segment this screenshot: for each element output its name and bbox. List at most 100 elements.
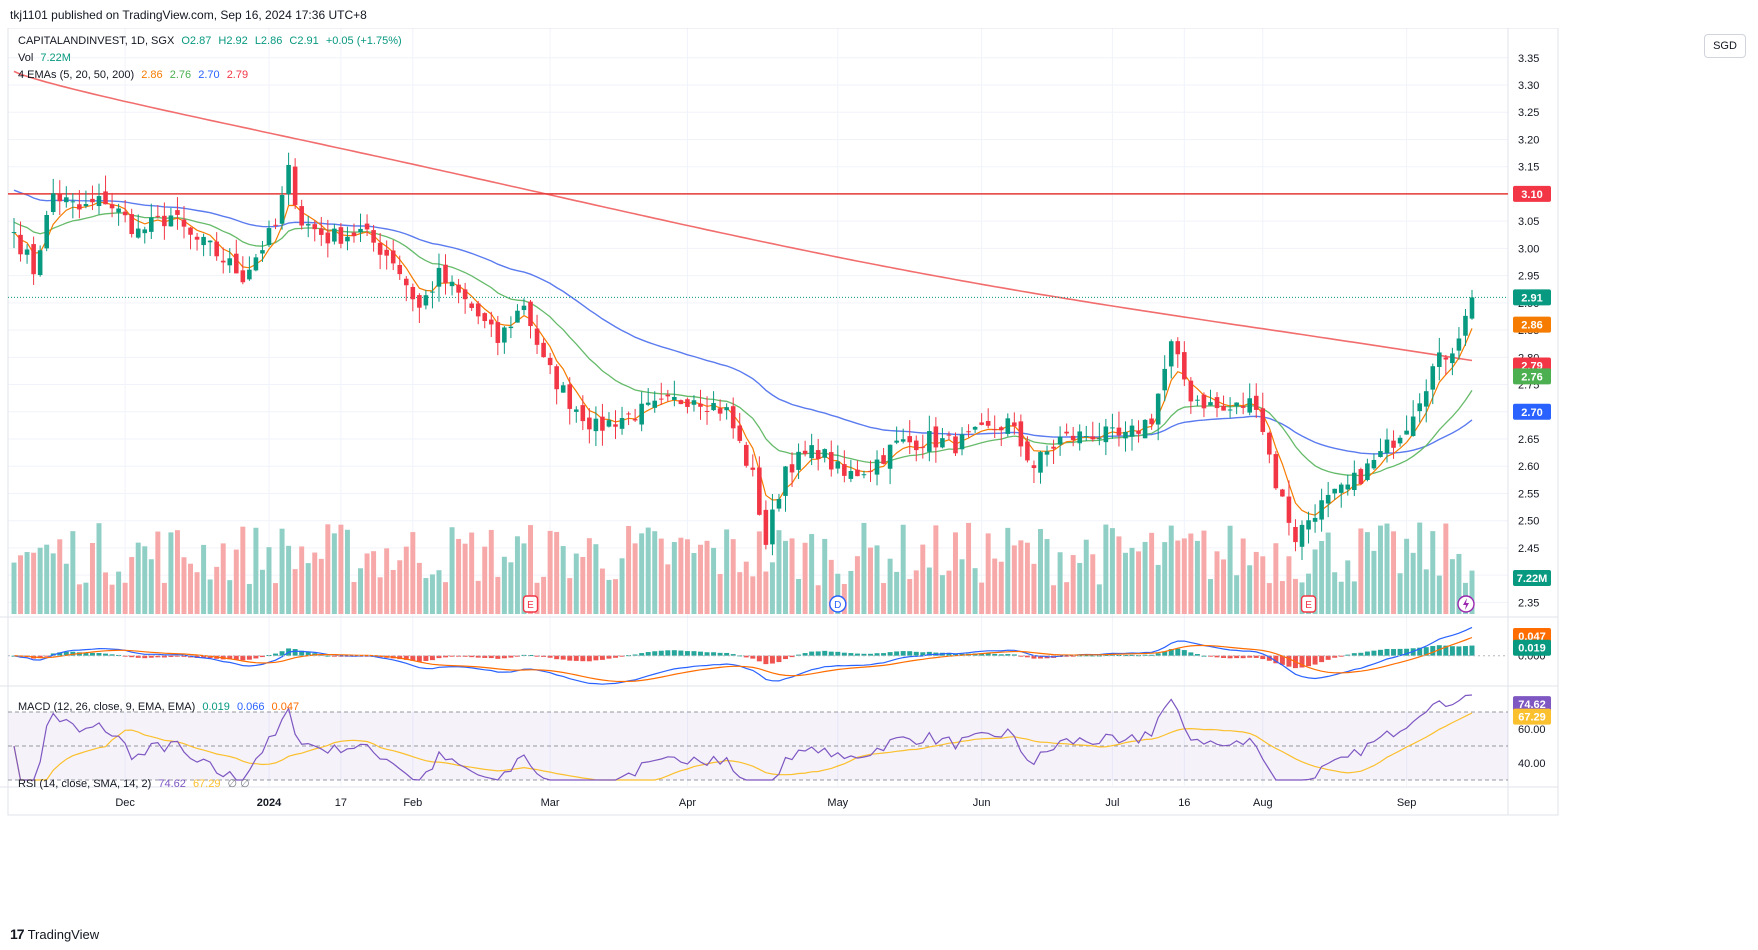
volume-bar bbox=[1103, 524, 1109, 614]
dividend-marker[interactable]: D bbox=[829, 595, 847, 613]
rsi-extra-value: ∅ ∅ bbox=[227, 778, 250, 790]
volume-bar bbox=[639, 533, 645, 614]
candle-body bbox=[658, 398, 664, 400]
macd-hist-bar bbox=[763, 655, 769, 665]
candle-body bbox=[253, 257, 259, 271]
candle-body bbox=[1149, 418, 1154, 425]
rsi-legend[interactable]: RSI (14, close, SMA, 14, 2) 74.62 67.29 … bbox=[18, 777, 254, 790]
volume-bar bbox=[292, 569, 298, 614]
currency-button[interactable]: SGD bbox=[1704, 34, 1746, 58]
volume-bar bbox=[1384, 523, 1390, 614]
macd-hist-bar bbox=[665, 650, 671, 656]
macd-hist-bar bbox=[299, 650, 305, 656]
candle-body bbox=[129, 214, 134, 235]
candle-body bbox=[1123, 431, 1128, 439]
price-tick-label: 3.15 bbox=[1518, 162, 1539, 174]
macd-hist-bar bbox=[89, 652, 95, 656]
volume-bar bbox=[619, 558, 625, 614]
macd-legend[interactable]: MACD (12, 26, close, 9, EMA, EMA) 0.019 … bbox=[18, 701, 303, 713]
tradingview-logo[interactable]: 17 TradingView bbox=[10, 926, 99, 942]
macd-hist-bar bbox=[528, 654, 533, 656]
candle-body bbox=[1005, 418, 1011, 434]
rsi-ma-line bbox=[13, 712, 1473, 781]
candle-body bbox=[482, 313, 488, 322]
hline-price-badge-label: 3.10 bbox=[1521, 189, 1542, 201]
volume-bar bbox=[626, 526, 632, 614]
volume-bar bbox=[528, 525, 533, 614]
earnings-marker[interactable]: E bbox=[1300, 595, 1317, 613]
macd-hist-bar bbox=[1423, 647, 1429, 656]
candle-body bbox=[613, 424, 618, 427]
macd-hist-bar bbox=[894, 651, 900, 656]
candle-body bbox=[1182, 352, 1187, 380]
chart-frame[interactable]: 3.353.303.253.203.153.103.053.002.952.90… bbox=[0, 27, 1758, 920]
candle-body bbox=[587, 417, 592, 430]
volume-bar bbox=[848, 570, 854, 614]
price-tick-label: 2.50 bbox=[1518, 516, 1539, 528]
candle-body bbox=[953, 436, 958, 454]
volume-bar bbox=[377, 577, 383, 614]
volume-bar bbox=[1423, 569, 1429, 614]
candle-body bbox=[1260, 408, 1266, 432]
price-badge-label: 2.86 bbox=[1521, 320, 1542, 332]
volume-badge-label: 7.22M bbox=[1517, 573, 1548, 585]
volume-bar bbox=[31, 552, 37, 614]
volume-bar bbox=[403, 546, 409, 614]
macd-hist-bar bbox=[259, 655, 265, 658]
volume-bar bbox=[783, 540, 788, 614]
change-value: +0.05 (+1.75%) bbox=[325, 35, 402, 47]
macd-hist-bar bbox=[985, 653, 991, 656]
candle-body bbox=[567, 384, 573, 409]
volume-bar bbox=[201, 544, 207, 614]
volume-bar bbox=[240, 526, 246, 614]
macd-hist-bar bbox=[1175, 648, 1181, 656]
candle-body bbox=[1345, 484, 1351, 490]
candle-body bbox=[194, 236, 200, 240]
volume-bar bbox=[1443, 523, 1449, 614]
candle-body bbox=[384, 249, 389, 256]
symbol-legend[interactable]: CAPITALANDINVEST, 1D, SGX O2.87 H2.92 L2… bbox=[18, 35, 406, 47]
chart-canvas[interactable]: 3.353.303.253.203.153.103.053.002.952.90… bbox=[0, 27, 1758, 920]
volume-bar bbox=[1129, 547, 1135, 614]
candle-body bbox=[861, 474, 867, 476]
symbol-name[interactable]: CAPITALANDINVEST, 1D, SGX bbox=[18, 35, 175, 47]
macd-hist-bar bbox=[1273, 655, 1279, 664]
candle-body bbox=[593, 418, 599, 432]
candle-body bbox=[1352, 472, 1357, 490]
macd-hist-bar bbox=[397, 655, 403, 660]
volume-bar bbox=[907, 579, 913, 614]
macd-hist-bar bbox=[1155, 653, 1161, 656]
ema-legend[interactable]: 4 EMAs (5, 20, 50, 200) 2.86 2.76 2.70 2… bbox=[18, 69, 252, 81]
candle-body bbox=[1332, 488, 1337, 494]
volume-bar bbox=[70, 531, 76, 614]
earnings-marker[interactable]: E bbox=[522, 595, 539, 613]
grid-lines bbox=[8, 28, 1508, 786]
event-marker-label: E bbox=[527, 600, 534, 611]
volume-legend[interactable]: Vol 7.22M bbox=[18, 52, 75, 64]
candle-body bbox=[312, 224, 318, 230]
macd-hist-bar bbox=[1377, 649, 1383, 656]
close-value: C2.91 bbox=[289, 35, 319, 47]
price-tick-label: 3.20 bbox=[1518, 134, 1539, 146]
volume-bar bbox=[711, 547, 717, 614]
candle-body bbox=[273, 224, 278, 226]
macd-hist-bar bbox=[1306, 655, 1312, 667]
volume-bar bbox=[456, 538, 462, 614]
volume-bar bbox=[220, 543, 226, 614]
macd-hist-bar bbox=[606, 655, 612, 659]
candle-body bbox=[109, 204, 115, 209]
volume-bar bbox=[155, 531, 161, 614]
candle-body bbox=[835, 461, 841, 469]
candle-body bbox=[985, 420, 991, 426]
ema-label: 4 EMAs (5, 20, 50, 200) bbox=[18, 69, 135, 81]
candle-body bbox=[227, 258, 233, 266]
candle-body bbox=[730, 406, 736, 429]
candle-body bbox=[1051, 446, 1056, 449]
candle-body bbox=[410, 286, 416, 300]
volume-bar bbox=[174, 530, 180, 614]
macd-hist-bar bbox=[1449, 646, 1455, 656]
volume-bar bbox=[750, 576, 756, 614]
volume-bar bbox=[704, 540, 710, 614]
volume-bar bbox=[1090, 554, 1096, 614]
volume-bar bbox=[756, 531, 762, 614]
